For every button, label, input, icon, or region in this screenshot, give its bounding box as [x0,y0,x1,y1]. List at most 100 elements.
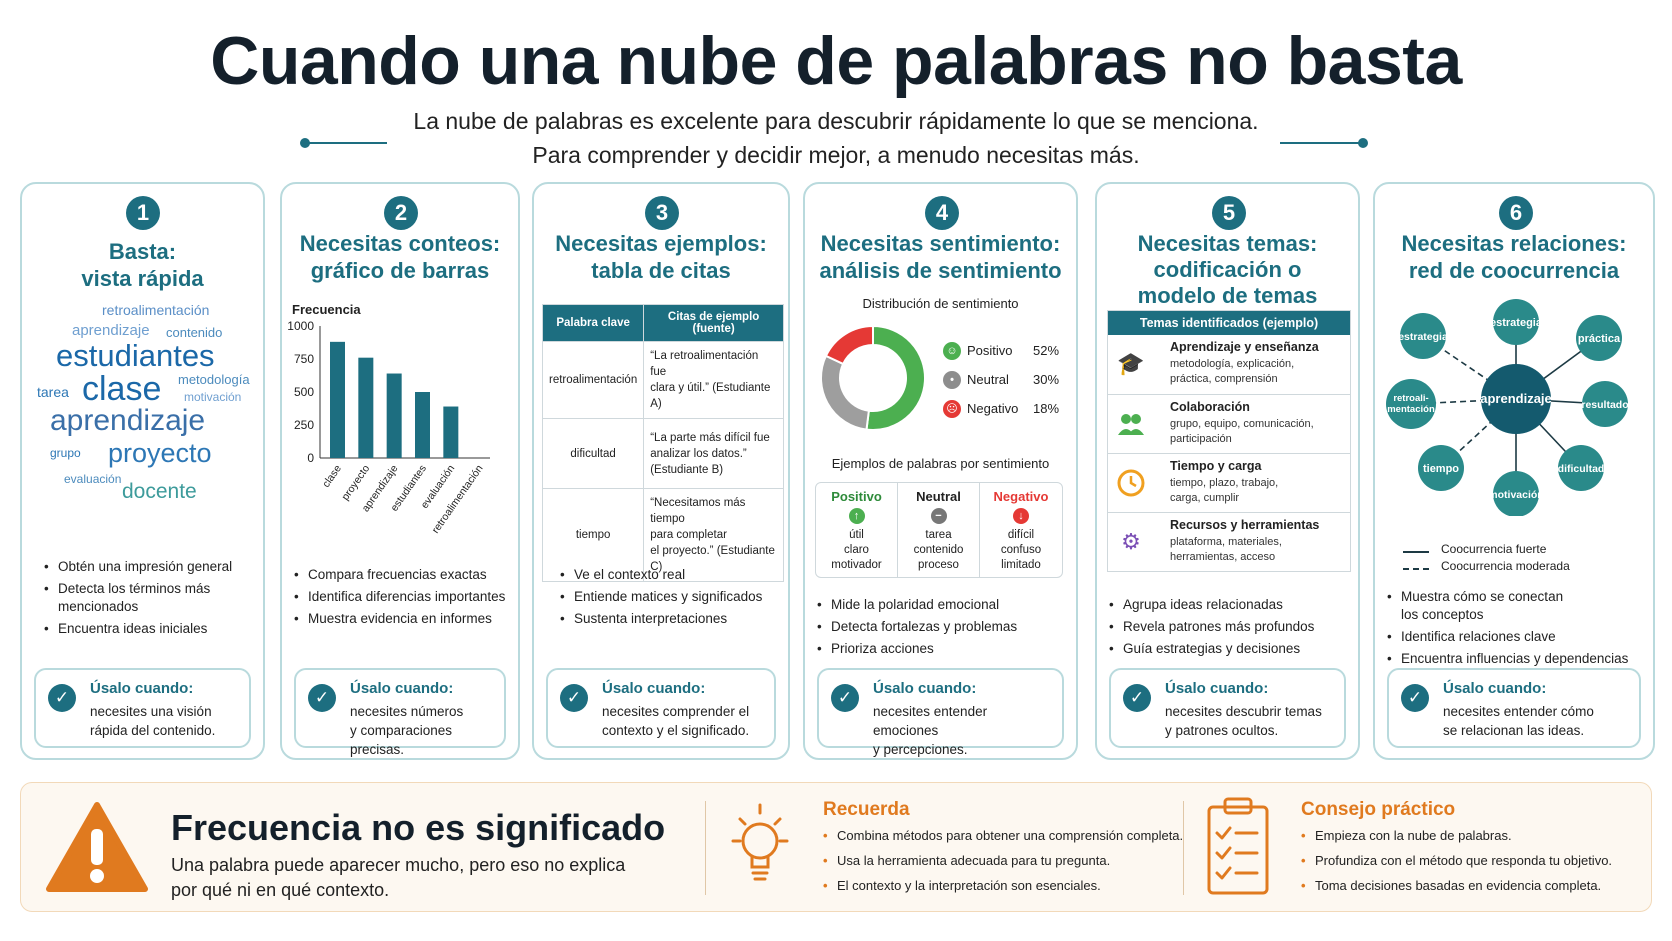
y-tick-label: 0 [307,451,314,465]
bar-chart: 10007505002500claseproyectoaprendizajees… [287,319,490,536]
bullet-item: Detecta los términos más mencionados [44,580,259,616]
warning-icon [46,802,148,892]
card-bullets: Mide la polaridad emocional Detecta fort… [817,596,1067,662]
themes-table-header: Temas identificados (ejemplo) [1108,311,1350,335]
network-node-label: tiempo [1423,463,1459,475]
bullet-item: Mide la polaridad emocional [817,596,1067,614]
card-bullets: Muestra cómo se conectan los conceptos Id… [1387,588,1649,672]
use-when-box: ✓ Úsalo cuando: necesites entender cómo s… [1387,668,1641,748]
use-when-title: Úsalo cuando: [873,680,977,697]
card-title-1: Necesitas sentimiento: [820,231,1061,256]
y-tick-label: 750 [294,352,314,366]
chart-ylabel: Frecuencia [292,302,361,317]
theme-desc-line: plataforma, materiales, [1170,536,1282,548]
divider [705,801,706,895]
sentiment-examples-title: Ejemplos de palabras por sentimiento [831,456,1050,471]
neutral-face-icon: • [943,371,961,389]
card-title-1: Basta: [108,239,177,264]
y-tick-label: 250 [294,418,314,432]
divider [1183,801,1184,895]
card-title-2: red de coocurrencia [1408,258,1620,283]
bullet-item: Obtén una impresión general [44,558,259,576]
bar [443,406,459,458]
recuerda-title: Recuerda [823,799,910,820]
theme-desc-line: participación [1170,433,1232,445]
x-tick-label: retroalimentación [430,463,486,536]
lightbulb-icon [731,803,789,881]
table-cell-quote: “La retroalimentación fue clara y útil.” … [643,341,784,419]
header: Cuando una nube de palabras no basta La … [0,0,1672,176]
y-tick-label: 1000 [287,319,314,333]
quote-line: analizar los datos.” [650,447,747,460]
word-cloud-term: clase [82,370,162,408]
table-cell-keyword: retroalimentación [541,341,645,419]
use-when-line: y patrones ocultos. [1165,723,1279,738]
column-heading: Negativo [993,489,1049,504]
theme-row: Tiempo y carga tiempo, plazo, trabajo, ca… [1108,453,1350,512]
graduation-cap-icon: 🎓 [1117,351,1145,376]
use-when-box: ✓ Úsalo cuando: necesites números y compa… [294,668,506,757]
legend-solid-line [1403,551,1429,553]
legend-value: 18% [1033,401,1060,416]
theme-desc: metodología, explicación, práctica, compr… [1170,357,1346,387]
bar [415,392,430,458]
sentiment-donut-chart [820,324,926,431]
minus-icon: − [930,508,947,524]
banner-text-line: Una palabra puede aparecer mucho, pero e… [171,855,626,875]
card-themes: 5 Necesitas temas: codificación o modelo… [1095,182,1360,760]
bullet-item: Prioriza acciones [817,640,1067,658]
bullet-item: Identifica diferencias importantes [294,588,514,606]
card-title-2: vista rápida [81,266,204,291]
word-cloud-term: estudiantes [56,338,215,373]
theme-desc-line: práctica, comprensión [1170,373,1278,385]
use-when-box: ✓ Úsalo cuando: necesites comprender el c… [546,668,776,748]
bottom-banner: Frecuencia no es significado Una palabra… [20,782,1652,912]
word-cloud-term: evaluación [64,472,122,486]
bullet-item: Entiende matices y significados [560,588,785,606]
table-row: dificultad “La parte más difícil fue anal… [541,418,784,489]
table-header-row: Palabra clave Citas de ejemplo (fuente) [541,304,784,342]
quote-line: clara y útil.” (Estudiante A) [650,382,771,410]
card-bar-chart: 2 Necesitas conteos: gráfico de barras F… [280,182,520,760]
use-when-line: necesites entender emociones [873,704,988,738]
bullet-text: Muestra cómo se conectan [1401,589,1564,604]
recuerda-list: Combina métodos para obtener una compren… [823,827,1203,902]
use-when-line: necesites una visión [90,704,212,719]
legend-strong-label: Coocurrencia fuerte [1441,542,1547,556]
network-node-label: retroali- [1393,393,1428,404]
x-tick-label: clase [320,463,344,490]
bullet-item: Sustenta interpretaciones [560,610,785,628]
recuerda-item: Usa la herramienta adecuada para tu preg… [823,852,1203,870]
use-when-line: contexto y el significado. [602,723,750,738]
table-cell-quote: “La parte más difícil fue analizar los da… [643,418,784,489]
donut-slice-positivo [865,324,926,431]
bar [386,373,402,458]
use-when-text: necesites una visión rápida del contenido… [90,702,243,740]
clock-icon [1116,468,1146,498]
theme-desc-line: grupo, equipo, comunicación, [1170,418,1314,430]
table-cell-keyword: dificultad [541,418,645,489]
card-bullets: Agrupa ideas relacionadas Revela patrone… [1109,596,1354,662]
decor-dot-right [1358,138,1368,148]
network-node-label: estrategia [1490,317,1543,329]
card-network: 6 Necesitas relaciones: red de coocurren… [1373,182,1655,760]
network-nodes [1386,299,1628,516]
column-header: Citas de ejemplo (fuente) [643,304,784,342]
card-title-1: Necesitas relaciones: [1401,231,1627,256]
theme-desc: grupo, equipo, comunicación, participació… [1170,417,1346,447]
decor-line-left [305,142,387,144]
legend-label: Negativo [967,401,1019,416]
bullet-item: Agrupa ideas relacionadas [1109,596,1354,614]
people-icon [1116,409,1146,439]
example-word: proceso [918,559,959,571]
card-number: 4 [925,196,959,230]
consejo-title: Consejo práctico [1301,799,1456,820]
check-icon: ✓ [831,684,859,712]
word-cloud-term: metodología [178,372,250,387]
theme-row: ⚙ Recursos y herramientas plataforma, ma… [1108,512,1350,571]
card-title-1: Necesitas ejemplos: [555,231,767,256]
check-icon: ✓ [48,684,76,712]
example-word: claro [844,544,869,556]
use-when-line: necesites entender cómo [1443,704,1594,719]
bar [358,357,374,458]
